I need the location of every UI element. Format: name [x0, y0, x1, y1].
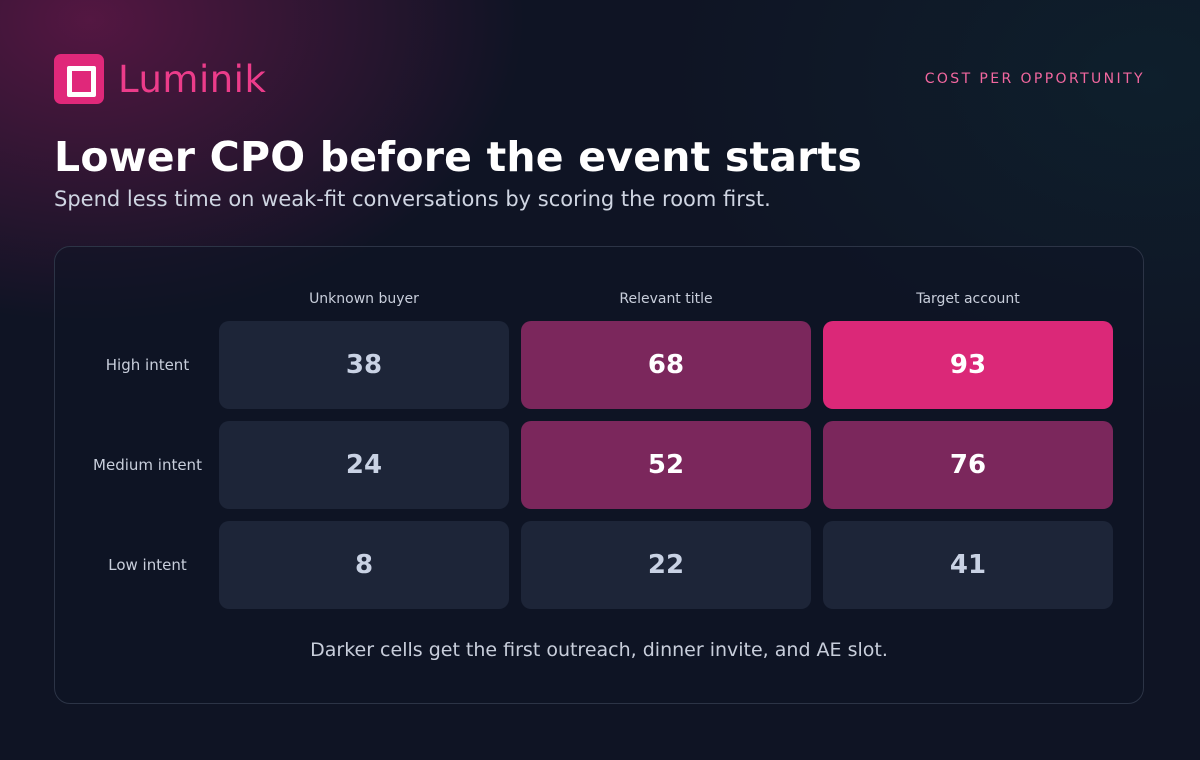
column-header-unknown-buyer: Unknown buyer	[309, 291, 419, 307]
row-header-medium-intent: Medium intent	[93, 456, 202, 474]
row-header-high-intent: High intent	[105, 356, 190, 374]
heatmap-cell-medium-intent-unknown-buyer: 24	[219, 421, 509, 509]
chart-caption: Darker cells get the first outreach, din…	[310, 639, 888, 661]
column-header-target-account: Target account	[916, 291, 1020, 307]
row-header-low-intent: Low intent	[108, 556, 187, 574]
heatmap-cell-high-intent-unknown-buyer: 38	[219, 321, 509, 409]
eyebrow-label: COST PER OPPORTUNITY	[924, 71, 1145, 87]
column-header-relevant-title: Relevant title	[619, 291, 713, 307]
heatmap-cell-low-intent-target-account: 41	[823, 521, 1113, 609]
page-title: Lower CPO before the event starts	[54, 133, 862, 181]
heatmap-cell-low-intent-relevant-title: 22	[521, 521, 811, 609]
brand-logo: Luminik	[54, 54, 266, 104]
heatmap-panel: Darker cells get the first outreach, din…	[54, 246, 1144, 704]
heatmap-cell-low-intent-unknown-buyer: 8	[219, 521, 509, 609]
page-subtitle: Spend less time on weak-fit conversation…	[54, 187, 771, 211]
heatmap-cell-medium-intent-target-account: 76	[823, 421, 1113, 509]
heatmap-cell-high-intent-target-account: 93	[823, 321, 1113, 409]
logo-icon	[54, 54, 104, 104]
heatmap-cell-high-intent-relevant-title: 68	[521, 321, 811, 409]
brand-name: Luminik	[118, 57, 267, 101]
heatmap-cell-medium-intent-relevant-title: 52	[521, 421, 811, 509]
